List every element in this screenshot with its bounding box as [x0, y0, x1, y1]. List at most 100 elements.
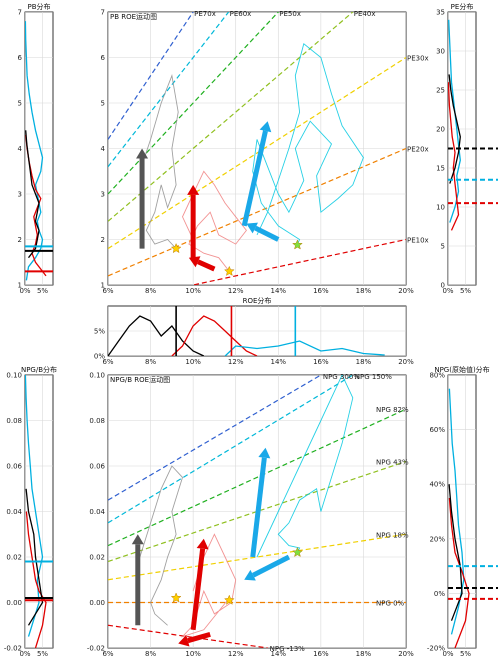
y-tick-label: 40%	[429, 481, 445, 489]
y-tick-label: 25	[436, 87, 445, 95]
y-tick-label: 60%	[429, 426, 445, 434]
npg-ref-label: NPG 0%	[376, 600, 405, 608]
trend-arrow	[252, 554, 291, 578]
x-tick-label: 18%	[356, 287, 372, 295]
y-tick-label: 30	[436, 48, 445, 56]
y-tick-label: 0%	[94, 353, 105, 361]
x-tick-label: 8%	[145, 358, 156, 366]
distribution-series	[108, 315, 205, 356]
trend-arrow-head	[196, 538, 209, 550]
y-tick-label: 0.10	[6, 372, 22, 380]
panel-title: ROE分布	[243, 296, 272, 305]
x-tick-label: 20%	[398, 287, 414, 295]
y-tick-label: 10	[436, 204, 445, 212]
x-tick-label: 18%	[356, 650, 372, 657]
y-tick-label: 0.06	[6, 463, 22, 471]
x-tick-label: 5%	[37, 650, 48, 657]
y-tick-label: 1	[18, 282, 22, 290]
npg-ref-line	[108, 624, 268, 648]
pe-ref-line	[108, 56, 406, 250]
npg-ref-line	[108, 460, 406, 563]
y-tick-label: -20%	[427, 645, 445, 653]
y-tick-label: 4	[101, 145, 106, 153]
x-tick-label: 12%	[228, 650, 244, 657]
x-tick-label: 8%	[145, 650, 156, 657]
x-tick-label: 12%	[228, 358, 244, 366]
y-tick-label: 2	[18, 236, 22, 244]
roe-dist-panel: ROE分布 6% 8% 10% 12% 14% 16% 18% 20% 0% 5%	[94, 296, 414, 366]
pe-ref-label: PE50x	[279, 10, 301, 18]
panel-frame	[447, 374, 477, 649]
distribution-series	[25, 375, 44, 637]
y-tick-label: 7	[101, 9, 105, 17]
trend-arrow-head	[188, 256, 201, 268]
npg-ref-label: NPG 300%	[323, 373, 360, 381]
plot-area	[108, 375, 406, 648]
distribution-series	[25, 511, 47, 648]
npg-dist-panel: NPG/B分布 0% 5% -0.02 0.00 0.02 0.04 0.06 0.08 0.10	[4, 365, 57, 657]
pe-ref-label: PE70x	[194, 10, 216, 18]
plot-area	[108, 12, 406, 285]
y-tick-label: 6	[18, 54, 23, 62]
current-marker	[170, 592, 182, 603]
y-tick-label: 0.04	[6, 508, 22, 516]
trend-arrow-head	[258, 447, 271, 459]
pe-ref-line	[108, 12, 230, 168]
trend-arrow	[187, 631, 211, 644]
y-tick-label: 0.00	[89, 599, 105, 607]
distribution-series	[224, 340, 385, 356]
x-tick-label: 0%	[19, 287, 30, 295]
npg-ref-label: NPG 43%	[376, 458, 409, 466]
y-tick-label: 6	[101, 54, 106, 62]
y-tick-label: 0.06	[89, 463, 105, 471]
current-marker	[223, 594, 235, 605]
panel-title: NPG/B ROE运动图	[110, 375, 170, 384]
y-tick-label: 0.08	[6, 417, 22, 425]
plot-area	[448, 375, 476, 648]
pe-ref-line	[108, 12, 280, 195]
x-tick-label: 20%	[398, 650, 414, 657]
trend-arrow	[254, 225, 280, 242]
distribution-series	[171, 315, 258, 356]
trend-arrow	[250, 457, 267, 558]
npg-roe-panel: NPG/B ROE运动图 6% 8% 10% 12% 14% 16% 18% 20% -0.02 0…	[87, 372, 414, 657]
x-tick-label: 5%	[460, 650, 471, 657]
current-marker	[292, 546, 303, 558]
trend-arrow-head	[178, 634, 190, 647]
y-tick-label: 0.00	[6, 599, 22, 607]
npg-ref-line	[108, 408, 406, 547]
trail-series	[139, 465, 184, 626]
y-tick-label: 0%	[434, 590, 445, 598]
y-tick-label: -0.02	[4, 645, 22, 653]
y-tick-label: 5%	[94, 328, 105, 336]
x-tick-label: 12%	[228, 287, 244, 295]
x-tick-label: 0%	[19, 650, 30, 657]
trend-arrow-head	[259, 121, 272, 133]
distribution-series	[448, 82, 460, 231]
y-tick-label: 0.08	[89, 417, 105, 425]
pe-ref-line	[190, 238, 406, 285]
y-tick-label: 35	[436, 9, 445, 17]
pe-ref-label: PE60x	[230, 10, 252, 18]
plot-area	[25, 12, 53, 285]
x-tick-label: 6%	[102, 650, 113, 657]
trend-arrow-head	[187, 184, 200, 195]
trail-series	[256, 375, 354, 558]
y-tick-label: 20%	[429, 535, 445, 543]
trend-arrow-head	[131, 534, 144, 545]
distribution-series	[448, 388, 465, 635]
x-tick-label: 10%	[185, 650, 201, 657]
x-tick-label: 16%	[313, 358, 329, 366]
npg-ref-label: NPG 18%	[376, 531, 409, 539]
y-tick-label: 2	[101, 236, 105, 244]
current-marker	[292, 239, 303, 250]
trend-arrow-head	[246, 222, 258, 234]
distribution-series	[25, 488, 44, 626]
y-tick-label: 0.10	[89, 372, 105, 380]
y-tick-label: 80%	[429, 372, 445, 380]
pe-ref-line	[108, 147, 406, 277]
x-tick-label: 8%	[145, 287, 156, 295]
y-tick-label: 3	[18, 191, 22, 199]
y-tick-label: 7	[18, 9, 22, 17]
panel-title: NPG(原始值)分布	[434, 365, 489, 374]
